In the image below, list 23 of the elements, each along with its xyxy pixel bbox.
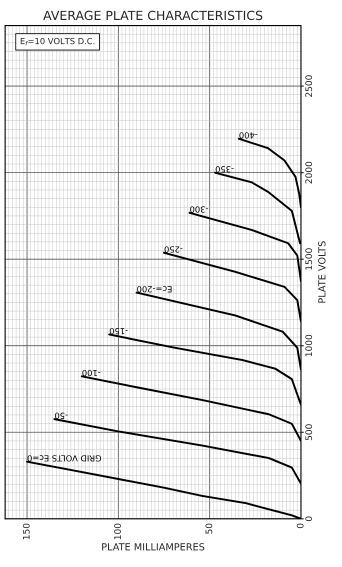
series-label: -150 bbox=[110, 328, 128, 334]
x-axis-title: PLATE MILLIAMPERES bbox=[102, 543, 204, 551]
y-tick-label: 1500 bbox=[305, 248, 312, 270]
y-axis-title: PLATE VOLTS bbox=[318, 241, 326, 303]
series-label: -250 bbox=[164, 246, 183, 253]
x-tick-label: 0 bbox=[296, 524, 304, 528]
series-label: -300 bbox=[190, 206, 208, 213]
y-tick-label: 500 bbox=[305, 424, 312, 440]
x-tick-label: 100 bbox=[114, 524, 121, 540]
series-label: GRID VOLTS Ec=0 bbox=[28, 455, 102, 462]
x-tick-label: 50 bbox=[205, 524, 212, 534]
series-label: -50 bbox=[54, 412, 68, 419]
series-label: -100 bbox=[82, 370, 100, 376]
series-label: -400 bbox=[239, 132, 258, 139]
y-tick-label: 0 bbox=[305, 516, 312, 522]
series-label: Ec=-200 bbox=[137, 286, 172, 292]
y-tick-label: 2500 bbox=[305, 75, 312, 97]
x-tick-label: 150 bbox=[22, 524, 30, 540]
annotation: E$_{f}$=10 VOLTS D.C. bbox=[20, 38, 94, 46]
series-label: -350 bbox=[216, 166, 234, 172]
y-tick-label: 1000 bbox=[305, 334, 312, 356]
y-tick-label: 2000 bbox=[305, 162, 312, 184]
chart-title: AVERAGE PLATE CHARACTERISTICS bbox=[43, 10, 262, 20]
